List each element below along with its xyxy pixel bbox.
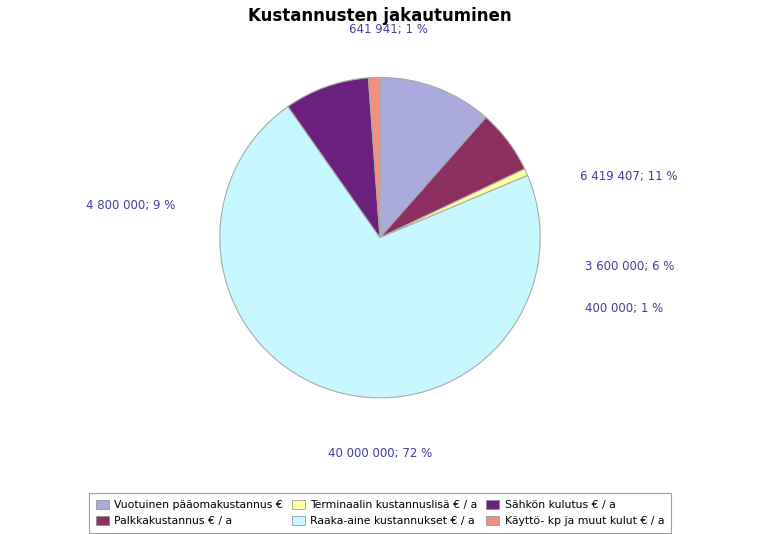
Wedge shape bbox=[380, 77, 486, 238]
Text: 641 941; 1 %: 641 941; 1 % bbox=[349, 23, 427, 36]
Text: 4 800 000; 9 %: 4 800 000; 9 % bbox=[86, 199, 175, 212]
Wedge shape bbox=[220, 106, 540, 398]
Text: 3 600 000; 6 %: 3 600 000; 6 % bbox=[585, 260, 674, 273]
Wedge shape bbox=[380, 169, 527, 238]
Wedge shape bbox=[380, 117, 524, 238]
Text: 40 000 000; 72 %: 40 000 000; 72 % bbox=[328, 447, 432, 460]
Title: Kustannusten jakautuminen: Kustannusten jakautuminen bbox=[249, 7, 511, 25]
Text: 6 419 407; 11 %: 6 419 407; 11 % bbox=[580, 170, 678, 183]
Wedge shape bbox=[369, 77, 380, 238]
Text: 400 000; 1 %: 400 000; 1 % bbox=[585, 302, 663, 315]
Wedge shape bbox=[288, 78, 380, 238]
Legend: Vuotuinen pääomakustannus €, Palkkakustannus € / a, Terminaalin kustannuslisä € : Vuotuinen pääomakustannus €, Palkkakusta… bbox=[90, 493, 670, 532]
